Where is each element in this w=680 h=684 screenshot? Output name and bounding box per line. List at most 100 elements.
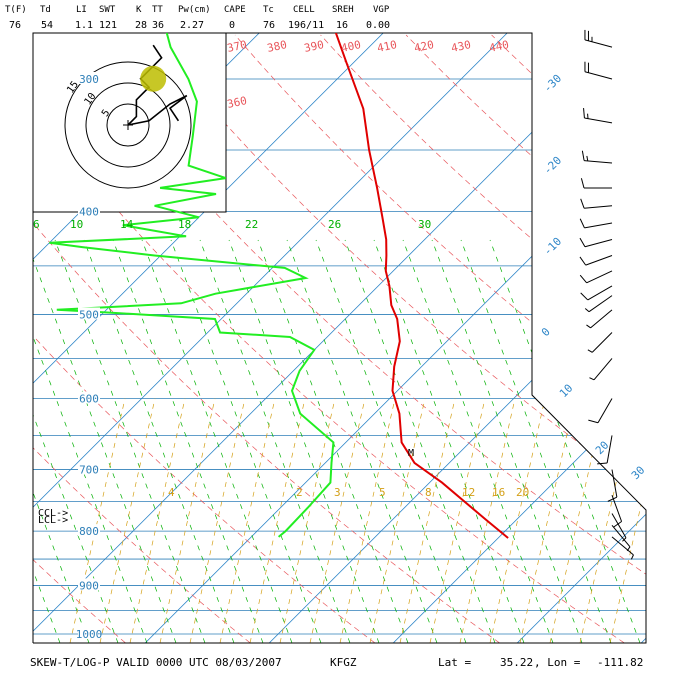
moist-adiabat-line: [55, 240, 205, 643]
index-value: 76: [263, 20, 275, 31]
mixing-ratio-label: 5: [379, 486, 386, 499]
theta-e-label: 30: [418, 218, 431, 231]
max-wind-marker: M: [408, 448, 414, 459]
isotherm-label: 10: [557, 382, 576, 401]
dry-adiabat-line: [663, 35, 680, 643]
isotherm-label: 30: [629, 464, 648, 483]
theta-label: 440: [488, 38, 510, 55]
mixing-ratio-label: 20: [516, 486, 529, 499]
chart-title: SKEW-T/LOG-P VALID 0000 UTC 08/03/2007: [30, 656, 282, 669]
mixing-ratio-label: 12: [462, 486, 475, 499]
wind-barb-staff: [586, 256, 612, 266]
mixing-ratio-label: 2: [296, 486, 303, 499]
theta-label: 360: [226, 94, 248, 111]
theta-e-label: 6: [33, 218, 40, 231]
index-value: 2.27: [180, 20, 204, 31]
longitude-label: , Lon =: [534, 656, 580, 669]
wind-barb-flag: [588, 420, 598, 423]
isotherm-label: -20: [541, 154, 564, 177]
index-label: TT: [152, 5, 163, 15]
mixing-ratio-label: 4: [168, 486, 175, 499]
wind-barb-flag: [580, 257, 586, 265]
moist-adiabat-line: [287, 240, 437, 643]
index-value: 1.1: [75, 20, 93, 31]
mixing-ratio-label: 3: [334, 486, 341, 499]
theta-label: 400: [340, 38, 362, 55]
theta-label: 410: [376, 38, 398, 55]
lcl-marker: LCL->: [38, 515, 68, 526]
dry-adiabat-line: [321, 35, 680, 643]
theta-e-label: 10: [70, 218, 83, 231]
theta-e-label: 14: [120, 218, 134, 231]
wind-barb: [586, 310, 612, 328]
wind-barb: [580, 219, 612, 228]
wind-barb-staff: [585, 240, 612, 247]
dry-adiabat-line: [235, 35, 680, 643]
wind-barb-flag: [580, 275, 586, 283]
wind-barb-staff: [612, 537, 633, 555]
latitude-value: 35.22: [500, 656, 533, 669]
wind-barb: [585, 62, 612, 79]
moist-adiabat-line: [84, 240, 234, 643]
moist-adiabat-line: [345, 240, 495, 643]
index-label: SREH: [332, 5, 354, 15]
wind-barb-staff: [585, 72, 612, 79]
pressure-label: 700: [79, 464, 99, 477]
wind-barb-staff: [584, 223, 612, 228]
wind-barb: [580, 238, 612, 247]
wind-barb-staff: [612, 495, 622, 521]
pressure-label: 800: [79, 525, 99, 538]
moist-adiabat-line: [432, 240, 582, 643]
isotherm-label: -10: [541, 235, 564, 258]
moist-adiabat-line: [0, 240, 118, 643]
wind-barb-flag: [586, 325, 590, 328]
pressure-label: 400: [79, 206, 99, 219]
wind-barb: [588, 399, 612, 423]
wind-barb-flag: [597, 463, 607, 464]
wind-barb: [580, 271, 612, 283]
index-value: 28: [135, 20, 147, 31]
index-label: Td: [40, 5, 51, 15]
wind-barb-flag: [587, 156, 588, 161]
wind-barb-flag: [589, 378, 594, 380]
dry-adiabat-line: [492, 35, 680, 643]
wind-barb: [582, 151, 612, 163]
wind-barb-staff: [584, 118, 612, 123]
index-value: 196/11: [288, 20, 324, 31]
index-label: CAPE: [224, 5, 246, 15]
theta-label: 390: [303, 38, 325, 55]
index-label: CELL: [293, 5, 315, 15]
theta-e-label: 18: [178, 218, 191, 231]
moist-adiabat-line: [461, 240, 611, 643]
theta-label: 430: [450, 38, 472, 55]
theta-label: 420: [413, 38, 435, 55]
pressure-label: 600: [79, 393, 99, 406]
dry-adiabat-line: [577, 35, 680, 643]
storm-motion-marker: [140, 66, 166, 92]
wind-barb-flag: [580, 238, 585, 247]
wind-barb-flag: [581, 178, 584, 188]
wind-barb: [581, 178, 612, 188]
mixing-ratio-line: [610, 399, 665, 643]
index-label: K: [136, 5, 141, 15]
wind-barb-staff: [589, 296, 612, 312]
moist-adiabat-line: [142, 240, 292, 643]
index-label: T(F): [5, 5, 27, 15]
wind-barb-flag: [588, 350, 592, 353]
wind-barb-staff: [584, 161, 612, 163]
moist-adiabat-line: [0, 240, 89, 643]
temperature-profile: [294, 0, 509, 538]
theta-e-label: 26: [328, 218, 341, 231]
wind-barb-flag: [581, 199, 584, 208]
index-label: VGP: [373, 5, 389, 15]
theta-label: 380: [266, 38, 288, 55]
index-label: Pw(cm): [178, 5, 211, 15]
isotherm-line: [0, 33, 11, 643]
wind-barb-staff: [587, 271, 612, 283]
wind-barb-staff: [594, 358, 612, 379]
wind-barb: [588, 333, 612, 353]
wind-barb-staff: [585, 40, 612, 47]
dry-adiabat-line: [406, 35, 680, 643]
